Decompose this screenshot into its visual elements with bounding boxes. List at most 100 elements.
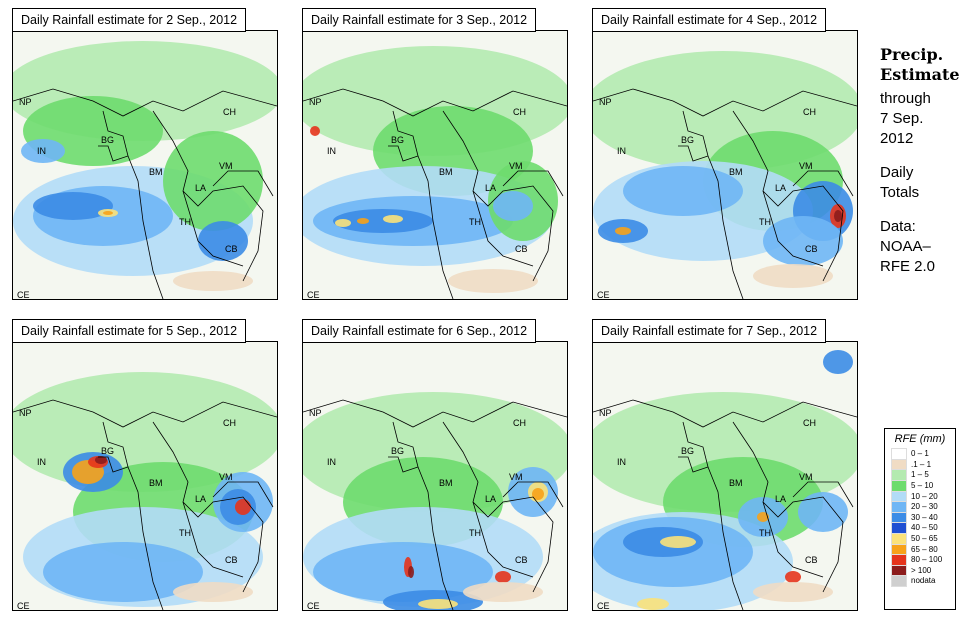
rain-area <box>408 566 414 578</box>
rain-area <box>173 582 253 602</box>
caption-title-2: Estimate <box>880 65 960 84</box>
country-label-vm: VM <box>219 472 233 482</box>
rain-area <box>418 599 458 609</box>
country-border <box>13 399 277 428</box>
rainfall-panel-7: Daily Rainfall estimate for 7 Sep., 2012… <box>592 319 858 611</box>
legend-label: 5 – 10 <box>911 481 934 491</box>
country-label-th: TH <box>759 217 771 227</box>
legend-label: 30 – 40 <box>911 512 938 522</box>
country-border <box>502 481 564 508</box>
rainfall-field <box>13 41 277 299</box>
country-border <box>792 481 854 508</box>
country-label-bg: BG <box>681 446 695 456</box>
rain-area <box>333 209 433 233</box>
country-label-ch: CH <box>513 418 526 428</box>
caption-date-1: 7 Sep. <box>880 110 924 127</box>
country-border <box>732 110 844 282</box>
rainfall-field <box>593 350 857 610</box>
country-border <box>152 110 264 282</box>
country-label-cb: CB <box>225 244 238 254</box>
legend-item: 10 – 20 <box>891 490 955 503</box>
rainfall-field <box>303 392 567 610</box>
rain-area <box>763 216 843 266</box>
country-label-bm: BM <box>729 167 743 177</box>
panel-title: Daily Rainfall estimate for 3 Sep., 2012 <box>302 8 537 32</box>
rainfall-panel-5: Daily Rainfall estimate for 5 Sep., 2012… <box>12 319 278 611</box>
rain-area <box>335 219 351 227</box>
country-border <box>792 170 854 197</box>
rainfall-field <box>303 46 567 299</box>
country-border <box>472 190 534 267</box>
country-border <box>13 88 277 117</box>
rain-area <box>313 542 493 602</box>
country-label-bg: BG <box>391 135 405 145</box>
caption-date-2: 2012 <box>880 130 914 147</box>
rain-area <box>448 269 538 293</box>
country-label-ch: CH <box>803 418 816 428</box>
country-border <box>442 421 554 593</box>
country-label-ce: CE <box>17 290 30 300</box>
caption-through: through <box>880 90 931 107</box>
rain-area <box>357 218 369 224</box>
country-label-bm: BM <box>439 167 453 177</box>
country-label-cb: CB <box>805 555 818 565</box>
country-border <box>762 190 824 267</box>
country-label-np: NP <box>309 408 322 418</box>
rain-area <box>615 227 631 235</box>
country-label-th: TH <box>469 217 481 227</box>
country-label-la: LA <box>485 183 497 193</box>
country-border <box>182 190 244 267</box>
country-label-ce: CE <box>597 601 610 611</box>
country-border <box>502 170 564 197</box>
rain-area <box>493 191 533 221</box>
country-border <box>303 88 567 117</box>
country-label-bm: BM <box>149 478 163 488</box>
rainfall-map: NP CH IN BG BM VM LA TH CB CE <box>592 341 858 611</box>
caption-data-3: RFE 2.0 <box>880 258 936 275</box>
rain-area <box>834 210 842 222</box>
country-border <box>127 466 164 610</box>
country-border <box>472 501 534 578</box>
country-border <box>593 399 857 428</box>
rain-area <box>753 582 833 602</box>
rain-area <box>310 126 320 136</box>
country-label-in: IN <box>37 457 46 467</box>
rainfall-field <box>13 372 277 610</box>
rain-area <box>798 492 848 532</box>
legend-label: 65 – 80 <box>911 544 938 554</box>
legend-label: 40 – 50 <box>911 523 938 533</box>
rainfall-panel-6: Daily Rainfall estimate for 6 Sep., 2012… <box>302 319 568 611</box>
legend-item: > 100 <box>891 564 955 577</box>
legend-label: 1 – 5 <box>911 470 929 480</box>
rainfall-panel-2: Daily Rainfall estimate for 2 Sep., 2012… <box>12 8 278 300</box>
country-label-in: IN <box>327 146 336 156</box>
legend-label: 0 – 1 <box>911 449 929 459</box>
country-label-bg: BG <box>681 135 695 145</box>
country-label-cb: CB <box>805 244 818 254</box>
country-label-vm: VM <box>799 161 813 171</box>
country-label-ch: CH <box>803 107 816 117</box>
country-label-bm: BM <box>149 167 163 177</box>
legend-label: 10 – 20 <box>911 491 938 501</box>
country-label-la: LA <box>485 494 497 504</box>
country-border <box>593 88 857 117</box>
rain-area <box>173 271 253 291</box>
rain-area <box>623 166 743 216</box>
rain-area <box>95 456 107 464</box>
country-label-ce: CE <box>307 601 320 611</box>
country-label-th: TH <box>179 217 191 227</box>
country-border <box>762 501 824 578</box>
country-label-ch: CH <box>223 418 236 428</box>
rainfall-panel-3: Daily Rainfall estimate for 3 Sep., 2012… <box>302 8 568 300</box>
country-border <box>127 155 164 299</box>
country-label-th: TH <box>469 528 481 538</box>
country-border <box>182 501 244 578</box>
legend-title: RFE (mm) <box>894 433 946 445</box>
rain-area <box>785 571 801 583</box>
country-border <box>442 110 554 282</box>
country-label-in: IN <box>617 146 626 156</box>
rain-area <box>495 571 511 583</box>
country-label-bm: BM <box>439 478 453 488</box>
legend-item: nodata <box>891 575 955 588</box>
